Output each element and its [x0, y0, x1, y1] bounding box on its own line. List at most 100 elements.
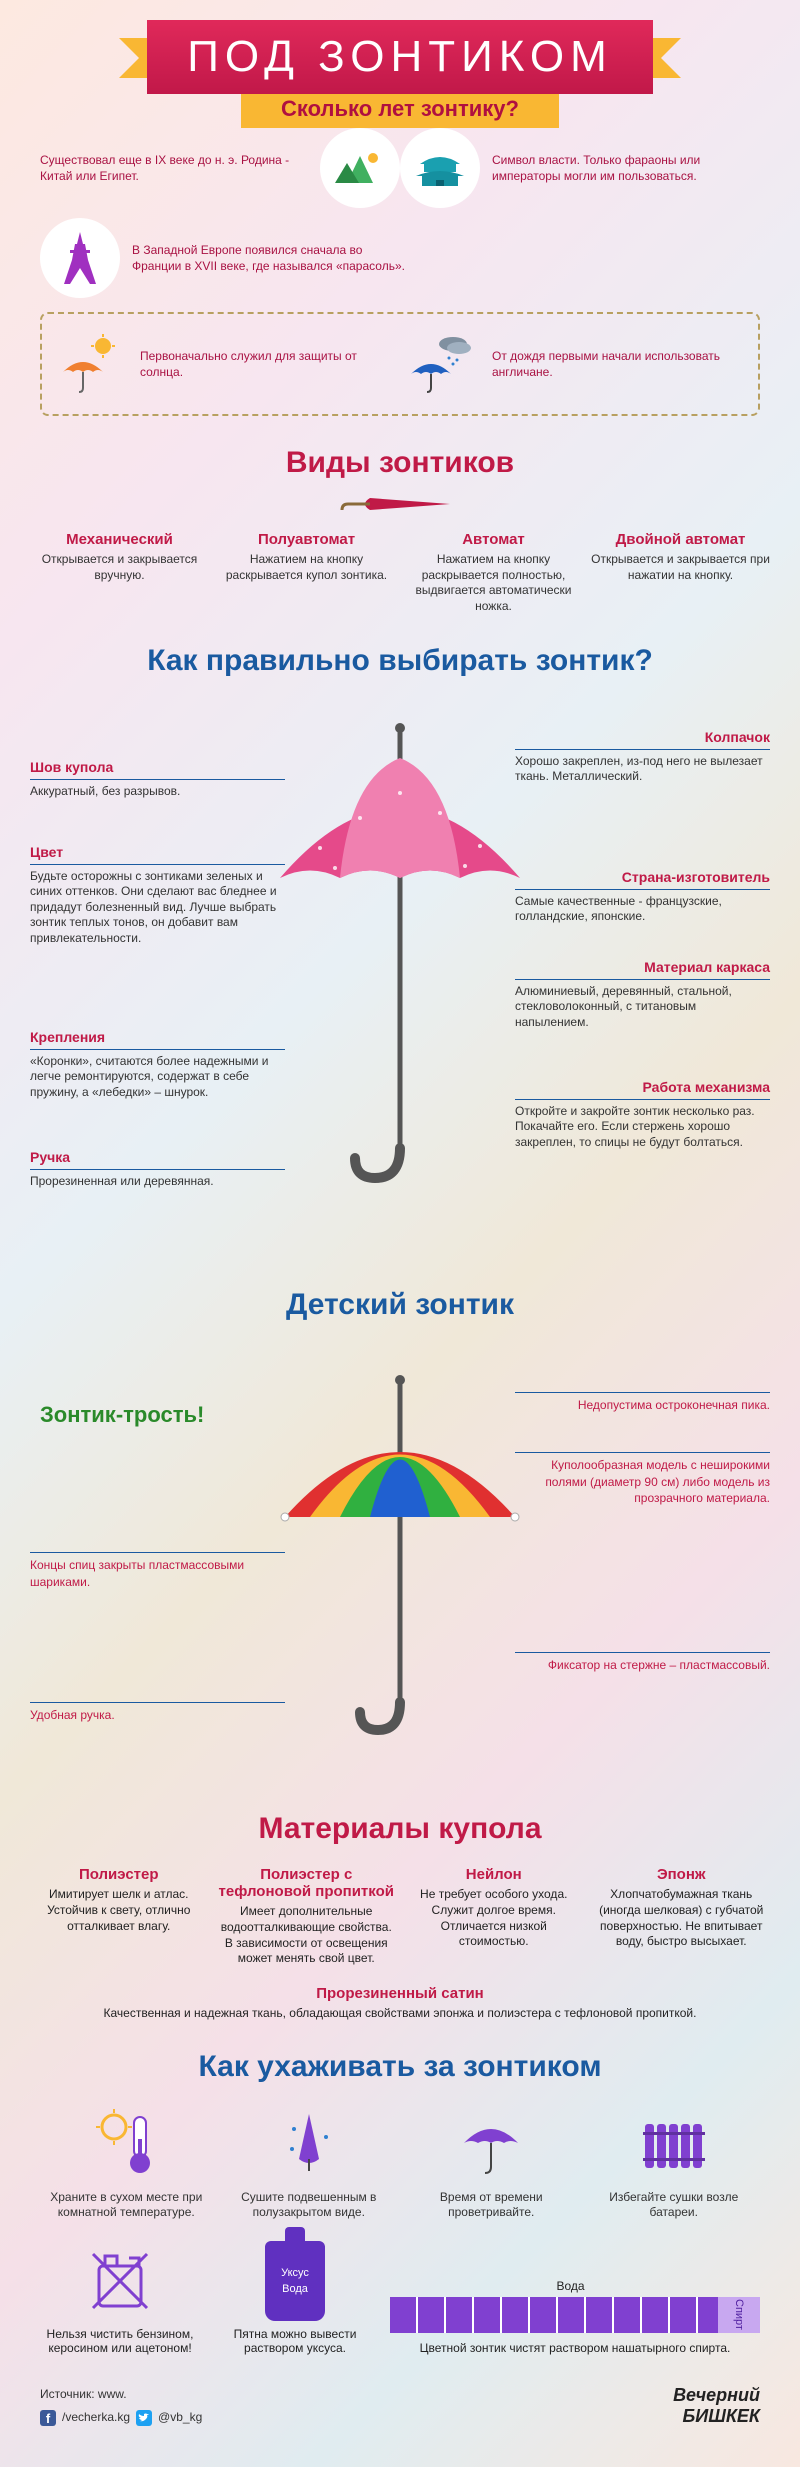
type-head: Механический	[30, 531, 209, 548]
care-no-gas: Нельзя чистить бензином, керосином или а…	[40, 2241, 200, 2355]
facebook-icon: f	[40, 2410, 56, 2426]
callout-head: Колпачок	[515, 728, 770, 749]
care-text: Нельзя чистить бензином, керосином или а…	[47, 2327, 194, 2355]
closed-umbrella-icon	[0, 492, 800, 521]
material-head: Эпонж	[593, 1866, 771, 1883]
twitter-icon	[136, 2410, 152, 2426]
history-item: Существовал еще в IX веке до н. э. Родин…	[40, 128, 400, 208]
callout-body: Самые качественные - французские, голлан…	[515, 894, 770, 925]
material-wide: Прорезиненный сатин Качественная и надеж…	[0, 1967, 800, 2020]
kids-callout: Недопустима остроконечная пика.	[515, 1392, 770, 1413]
type-item: Механический Открывается и закрывается вр…	[30, 531, 209, 614]
history-text: Первоначально служил для защиты от солнц…	[140, 348, 400, 380]
callout-body: Прорезиненная или деревянная.	[30, 1174, 285, 1190]
mountains-icon	[320, 128, 400, 208]
care-row: Храните в сухом месте при комнатной темп…	[0, 2104, 800, 2221]
type-head: Полуавтомат	[217, 531, 396, 548]
kids-callout-text: Концы спиц закрыты пластмассовыми шарика…	[30, 1558, 244, 1588]
callout-body: «Коронки», считаются более надежными и л…	[30, 1054, 285, 1101]
material-body: Хлопчатобумажная ткань (иногда шелковая)…	[593, 1887, 771, 1949]
material-item: НейлонНе требует особого ухода. Служит д…	[405, 1866, 583, 1966]
rain-umbrella-icon	[400, 324, 480, 404]
type-body: Нажатием на кнопку раскрывается полность…	[404, 552, 583, 614]
materials-title: Материалы купола	[0, 1812, 800, 1846]
care-item: Сушите подвешенным в полузакрытом виде.	[223, 2104, 396, 2221]
kids-callout: Удобная ручка.	[30, 1702, 285, 1723]
care-title: Как ухаживать за зонтиком	[0, 2050, 800, 2084]
type-body: Открывается и закрывается вручную.	[30, 552, 209, 583]
kids-callout-text: Куполообразная модель с неширокими полям…	[545, 1458, 770, 1504]
callout-body: Хорошо закреплен, из-под него не вылезае…	[515, 754, 770, 785]
history-item: В Западной Европе появился сначала во Фр…	[40, 218, 760, 298]
infographic-root: ПОД ЗОНТИКОМ Сколько лет зонтику? Сущест…	[0, 0, 800, 2467]
title-block: ПОД ЗОНТИКОМ Сколько лет зонтику?	[0, 0, 800, 128]
kids-callout-text: Удобная ручка.	[30, 1708, 115, 1722]
water-rect	[390, 2297, 760, 2333]
care-water-spirt: Вода Спирт Цветной зонтик чистят раствор…	[390, 2283, 760, 2355]
callout: Шов куполаАккуратный, без разрывов.	[30, 758, 285, 799]
callout-body: Будьте осторожны с зонтиками зеленых и с…	[30, 869, 285, 947]
history-text: Символ власти. Только фараоны или импера…	[492, 152, 760, 184]
spirt-label: Спирт	[718, 2297, 760, 2333]
callout-head: Крепления	[30, 1028, 285, 1049]
material-item: Полиэстер с тефлоновой пропиткойИмеет до…	[218, 1866, 396, 1966]
svg-text:f: f	[46, 2411, 51, 2426]
sun-umbrella-icon	[48, 324, 128, 404]
callout-head: Шов купола	[30, 758, 285, 779]
callout: Материал каркасаАлюминиевый, деревянный,…	[515, 958, 770, 1030]
history-text: От дождя первыми начали использовать анг…	[492, 348, 752, 380]
footer-left: Источник: www. f /vecherka.kg @vb_kg	[40, 2385, 202, 2427]
water-label: Вода	[557, 2279, 585, 2293]
material-body: Качественная и надежная ткань, обладающа…	[80, 2006, 720, 2020]
type-item: Автомат Нажатием на кнопку раскрывается п…	[404, 531, 583, 614]
type-head: Автомат	[404, 531, 583, 548]
callout: ЦветБудьте осторожны с зонтиками зеленых…	[30, 843, 285, 946]
social-row: f /vecherka.kg @vb_kg	[40, 2408, 202, 2427]
type-item: Двойной автомат Открывается и закрывается…	[591, 531, 770, 614]
material-head: Полиэстер с тефлоновой пропиткой	[218, 1866, 396, 1900]
callout: Крепления «Коронки», считаются более наде…	[30, 1028, 285, 1100]
choose-diagram: Шов куполаАккуратный, без разрывов. Цвет…	[0, 698, 800, 1258]
care-text: Время от времени проветривайте.	[440, 2190, 543, 2220]
care-vinegar: Уксус Вода Пятна можно вывести раствором…	[220, 2241, 370, 2355]
pink-umbrella-icon	[260, 718, 540, 1203]
kids-callout-text: Фиксатор на стержне – пластмассовый.	[548, 1658, 770, 1672]
water-label: Вода	[282, 2283, 308, 2295]
subtitle: Сколько лет зонтику?	[241, 90, 559, 128]
history-item: Символ власти. Только фараоны или импера…	[400, 128, 760, 208]
materials-row: ПолиэстерИмитирует шелк и атлас. Устойчи…	[0, 1866, 800, 1966]
type-head: Двойной автомат	[591, 531, 770, 548]
types-row: Механический Открывается и закрывается вр…	[0, 531, 800, 614]
tw-handle: @vb_kg	[158, 2408, 202, 2427]
history-item: Первоначально служил для защиты от солнц…	[48, 324, 400, 404]
history-item: От дождя первыми начали использовать анг…	[400, 324, 752, 404]
care-text: Сушите подвешенным в полузакрытом виде.	[241, 2190, 376, 2220]
type-body: Открывается и закрывается при нажатии на…	[591, 552, 770, 583]
water-spirt-bar: Вода Спирт	[390, 2283, 760, 2333]
main-title: ПОД ЗОНТИКОМ	[147, 20, 653, 94]
care-text: Пятна можно вывести раствором уксуса.	[234, 2327, 357, 2355]
brand-line-1: Вечерний	[673, 2385, 760, 2406]
footer-brand: Вечерний БИШКЕК	[673, 2385, 760, 2427]
callout: Работа механизмаОткройте и закройте зонт…	[515, 1078, 770, 1150]
material-item: Эпонж Хлопчатобумажная ткань (иногда шелк…	[593, 1866, 771, 1966]
material-head: Прорезиненный сатин	[80, 1985, 720, 2002]
callout-head: Ручка	[30, 1148, 285, 1169]
history-grid: Существовал еще в IX веке до н. э. Родин…	[0, 128, 800, 298]
kids-diagram: Зонтик-трость! Концы спиц закрыты пластм…	[0, 1342, 800, 1782]
care-item: Храните в сухом месте при комнатной темп…	[40, 2104, 213, 2221]
kids-callout: Концы спиц закрыты пластмассовыми шарика…	[30, 1552, 285, 1589]
vinegar-label: Уксус	[281, 2267, 309, 2279]
history-text: В Западной Европе появился сначала во Фр…	[132, 242, 412, 274]
care-item: Время от времени проветривайте.	[405, 2104, 578, 2221]
material-body: Имитирует шелк и атлас. Устойчив к свету…	[30, 1887, 208, 1934]
callout: Колпачок Хорошо закреплен, из-под него не…	[515, 728, 770, 784]
history-text: Существовал еще в IX веке до н. э. Родин…	[40, 152, 308, 184]
care-text: Храните в сухом месте при комнатной темп…	[50, 2190, 202, 2220]
care-item: Избегайте сушки возле батареи.	[588, 2104, 761, 2221]
type-body: Нажатием на кнопку раскрывается купол зо…	[217, 552, 396, 583]
kids-title: Детский зонтик	[0, 1288, 800, 1322]
callout-body: Алюминиевый, деревянный, стальной, стекл…	[515, 984, 770, 1031]
eiffel-icon	[40, 218, 120, 298]
kids-callout-text: Недопустима остроконечная пика.	[578, 1398, 770, 1412]
